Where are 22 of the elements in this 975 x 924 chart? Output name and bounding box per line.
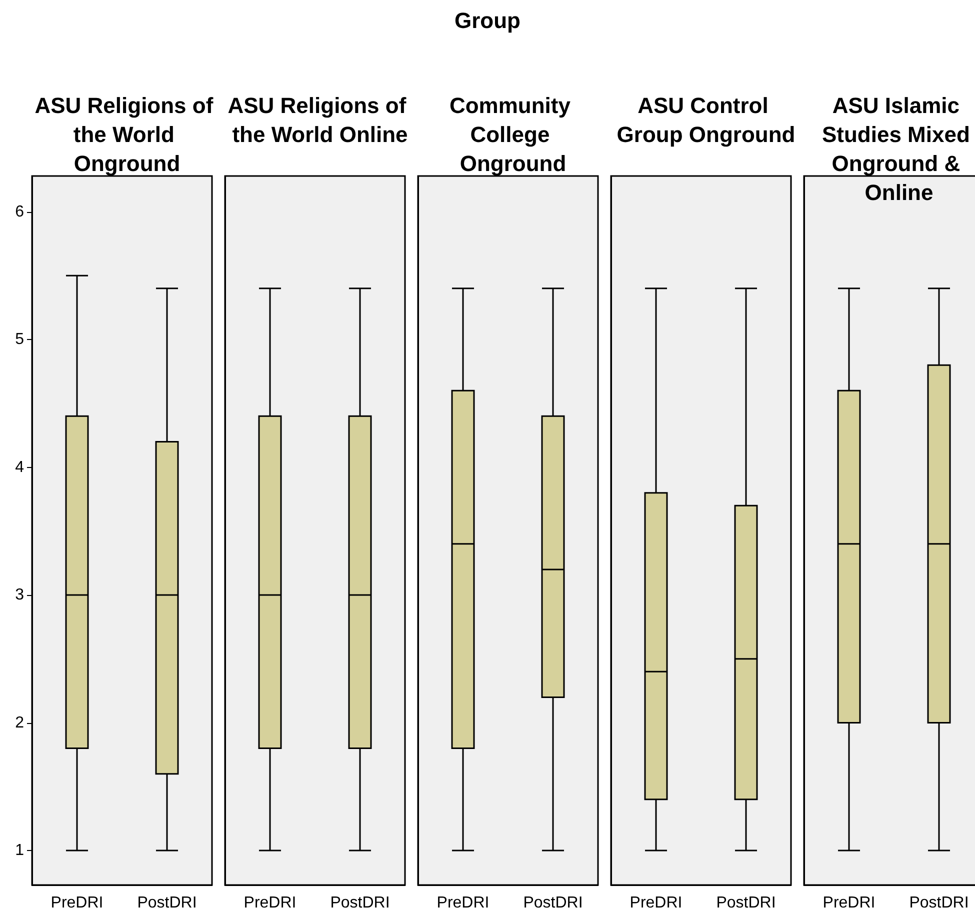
text: Group [454,8,522,34]
x-tick-label: PostDRI [137,894,197,912]
x-tick-label: PreDRI [244,894,296,912]
x-tick-label: PreDRI [436,894,490,912]
y-tick-label: 4 [15,458,24,476]
y-tick-label: 1 [15,842,24,860]
y-tick-label: 3 [15,586,24,604]
chart-title: ASU Religions of the World Online [228,93,412,147]
x-tick-label: PreDRI [50,894,104,912]
x-tick-label: PostDRI [909,894,969,912]
x-tick-label: PostDRI [523,894,583,912]
chart-title: Community College Onground [449,93,577,176]
chart-title: ASU Religions of the World Onground [34,93,220,176]
y-tick-label: 5 [15,331,24,348]
chart-title: ASU Islamic Studies Mixed Onground & Online [822,93,975,205]
y-tick-label: 6 [15,203,24,220]
x-tick-label: PreDRI [822,894,876,912]
y-tick-label: 2 [15,714,24,732]
x-tick-label: PostDRI [716,894,776,912]
x-tick-label: PostDRI [330,894,390,912]
chart-title: ASU Control Group Onground [616,93,796,147]
x-tick-label: PreDRI [630,894,682,912]
